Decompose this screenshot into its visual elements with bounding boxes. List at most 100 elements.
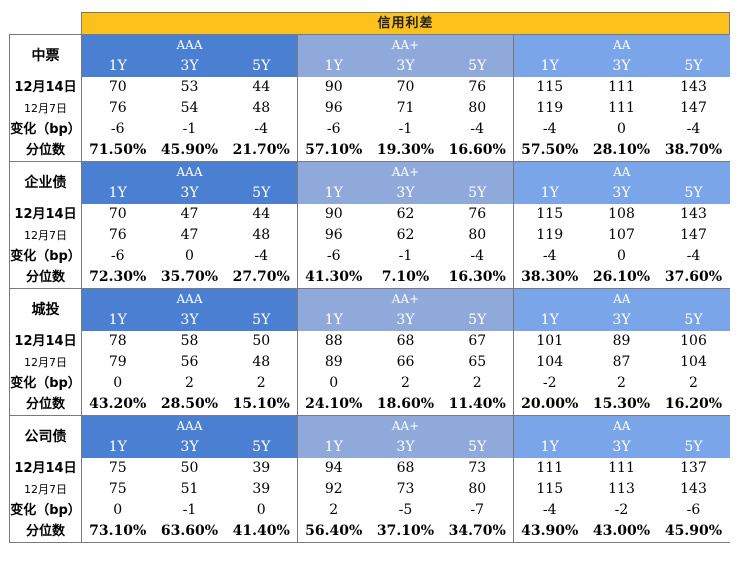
tenor-header: 3Y [369, 56, 442, 77]
value-cell: 58 [180, 333, 199, 349]
value-cell: 50 [225, 331, 298, 352]
value-cell: 65 [441, 352, 514, 373]
value-cell: 62 [396, 227, 415, 243]
tenor-header: 3Y [585, 183, 658, 204]
row-label: 12月14日 [9, 204, 82, 225]
section-name: 公司债 [24, 428, 67, 445]
tenor-header: 5Y [441, 437, 514, 458]
value-cell: 38.70% [657, 140, 730, 162]
value-cell: -6 [110, 248, 125, 264]
value-cell: 0 [113, 502, 123, 518]
value-cell: 63.60% [153, 521, 226, 543]
value-cell: 71.50% [81, 140, 154, 162]
value-cell: 70 [108, 79, 127, 95]
rating-header-row: 中票 AAA AA+ AA [9, 34, 730, 77]
value-cell: 2 [689, 375, 698, 391]
value-cell: 24.10% [297, 394, 370, 416]
rating-header-aaa: AAA [81, 288, 298, 310]
value-cell: 45.90% [153, 140, 226, 162]
value-cell: 113 [608, 481, 635, 497]
section-name: 企业债 [24, 174, 67, 191]
value-cell: 66 [396, 354, 415, 370]
rating-header-aa: AA [513, 161, 730, 183]
value-cell: 90 [324, 206, 343, 222]
rating-header-aaa: AAA [81, 161, 298, 183]
tenor-header: 3Y [585, 56, 658, 77]
value-cell: 53 [180, 79, 199, 95]
row-label: 变化（bp） [9, 373, 82, 394]
value-cell: 38.30% [513, 267, 586, 289]
row-label: 12月14日 [9, 77, 82, 98]
value-cell: 68 [396, 333, 415, 349]
value-cell: 70 [108, 206, 127, 222]
rating-header-row: 城投 AAA AA+ AA [9, 288, 730, 331]
value-cell: 71 [396, 100, 415, 116]
value-cell: 39 [225, 479, 298, 500]
row-label: 12月14日 [9, 331, 82, 352]
row-label: 12月14日 [9, 458, 82, 479]
value-cell: 2 [441, 373, 514, 394]
current-row: 12月14日 75 50 39 94 68 73 111 111 137 [9, 458, 730, 479]
tenor-header: 5Y [225, 56, 298, 77]
value-cell: 16.60% [441, 140, 514, 162]
percentile-row: 分位数 71.50% 45.90% 21.70% 57.10% 19.30% 16.60% 5… [9, 140, 730, 162]
value-cell: 26.10% [585, 267, 658, 289]
value-cell: 2 [617, 375, 626, 391]
tenor-header: 5Y [225, 183, 298, 204]
tenor-header: 3Y [585, 437, 658, 458]
rating-header-aa-plus: AA+ [297, 34, 514, 56]
value-cell: 72.30% [81, 267, 154, 289]
value-cell: -4 [686, 121, 701, 137]
section-name: 中票 [31, 47, 60, 64]
value-cell: 50 [180, 460, 199, 476]
value-cell: 39 [225, 458, 298, 479]
tenor-header: 5Y [657, 310, 730, 331]
value-cell: 7.10% [369, 267, 442, 289]
value-cell: 45.90% [657, 521, 730, 543]
credit-spread-table: 信用利差 中票 AAA AA+ AA 1Y 3Y 5Y 1Y 3Y 5Y 1Y 3Y 5Y 12月14日 7… [9, 12, 730, 543]
change-row: 变化（bp） -6 -1 -4 -6 -1 -4 -4 0 -4 [9, 119, 730, 140]
value-cell: 18.60% [369, 394, 442, 416]
current-row: 12月14日 70 47 44 90 62 76 115 108 143 [9, 204, 730, 225]
row-label: 变化（bp） [9, 500, 82, 521]
tenor-header-row: 1Y 3Y 5Y 1Y 3Y 5Y 1Y 3Y 5Y [10, 56, 730, 77]
value-cell: 73.10% [81, 521, 154, 543]
tenor-header: 1Y [297, 437, 370, 458]
value-cell: 67 [441, 331, 514, 352]
value-cell: 37.10% [369, 521, 442, 543]
value-cell: 51 [180, 481, 199, 497]
value-cell: 76 [108, 100, 127, 116]
value-cell: 0 [225, 500, 298, 521]
value-cell: 48 [225, 225, 298, 246]
value-cell: 2 [329, 502, 339, 518]
value-cell: 57.10% [297, 140, 370, 162]
value-cell: 88 [324, 333, 343, 349]
value-cell: -6 [326, 248, 341, 264]
rating-header-aa: AA [513, 34, 730, 56]
value-cell: 143 [680, 481, 707, 497]
value-cell: 0 [185, 248, 194, 264]
value-cell: 111 [608, 100, 635, 116]
value-cell: 76 [108, 227, 127, 243]
rating-header-aa-plus: AA+ [297, 415, 514, 437]
percentile-row: 分位数 73.10% 63.60% 41.40% 56.40% 37.10% 34.70% 4… [9, 521, 730, 543]
value-cell: 43.20% [81, 394, 154, 416]
value-cell: 111 [608, 460, 635, 476]
value-cell: 11.40% [441, 394, 514, 416]
tenor-header: 1Y [513, 183, 586, 204]
value-cell: 34.70% [441, 521, 514, 543]
section-label: 城投 [9, 288, 82, 331]
percentile-row: 分位数 72.30% 35.70% 27.70% 41.30% 7.10% 16.30% 38… [9, 267, 730, 289]
rating-header-aaa: AAA [81, 415, 298, 437]
change-row: 变化（bp） 0 2 2 0 2 2 -2 2 2 [9, 373, 730, 394]
value-cell: -4 [441, 119, 514, 140]
value-cell: 28.50% [153, 394, 226, 416]
value-cell: 96 [324, 100, 343, 116]
row-label: 变化（bp） [9, 119, 82, 140]
value-cell: 143 [680, 79, 707, 95]
value-cell: 15.30% [585, 394, 658, 416]
value-cell: 2 [401, 375, 410, 391]
value-cell: 104 [536, 354, 564, 370]
value-cell: 75 [108, 481, 127, 497]
value-cell: 147 [680, 227, 707, 243]
